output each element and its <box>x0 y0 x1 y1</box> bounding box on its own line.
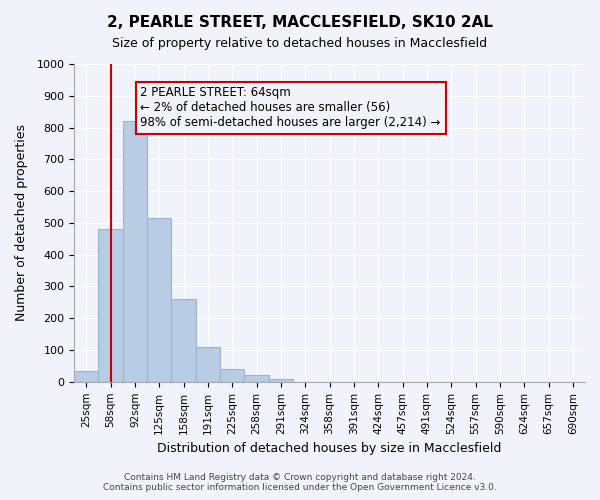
Bar <box>123 121 147 382</box>
Text: Size of property relative to detached houses in Macclesfield: Size of property relative to detached ho… <box>112 38 488 51</box>
Text: 2, PEARLE STREET, MACCLESFIELD, SK10 2AL: 2, PEARLE STREET, MACCLESFIELD, SK10 2AL <box>107 15 493 30</box>
Bar <box>172 299 196 382</box>
Text: Contains public sector information licensed under the Open Government Licence v3: Contains public sector information licen… <box>103 484 497 492</box>
X-axis label: Distribution of detached houses by size in Macclesfield: Distribution of detached houses by size … <box>157 442 502 455</box>
Bar <box>147 218 172 382</box>
Bar <box>196 347 220 382</box>
Text: 2 PEARLE STREET: 64sqm
← 2% of detached houses are smaller (56)
98% of semi-deta: 2 PEARLE STREET: 64sqm ← 2% of detached … <box>140 86 441 129</box>
Bar <box>74 372 98 382</box>
Bar <box>244 376 269 382</box>
Bar <box>220 369 244 382</box>
Y-axis label: Number of detached properties: Number of detached properties <box>15 124 28 322</box>
Bar <box>98 230 123 382</box>
Bar <box>269 380 293 382</box>
Text: Contains HM Land Registry data © Crown copyright and database right 2024.: Contains HM Land Registry data © Crown c… <box>124 474 476 482</box>
